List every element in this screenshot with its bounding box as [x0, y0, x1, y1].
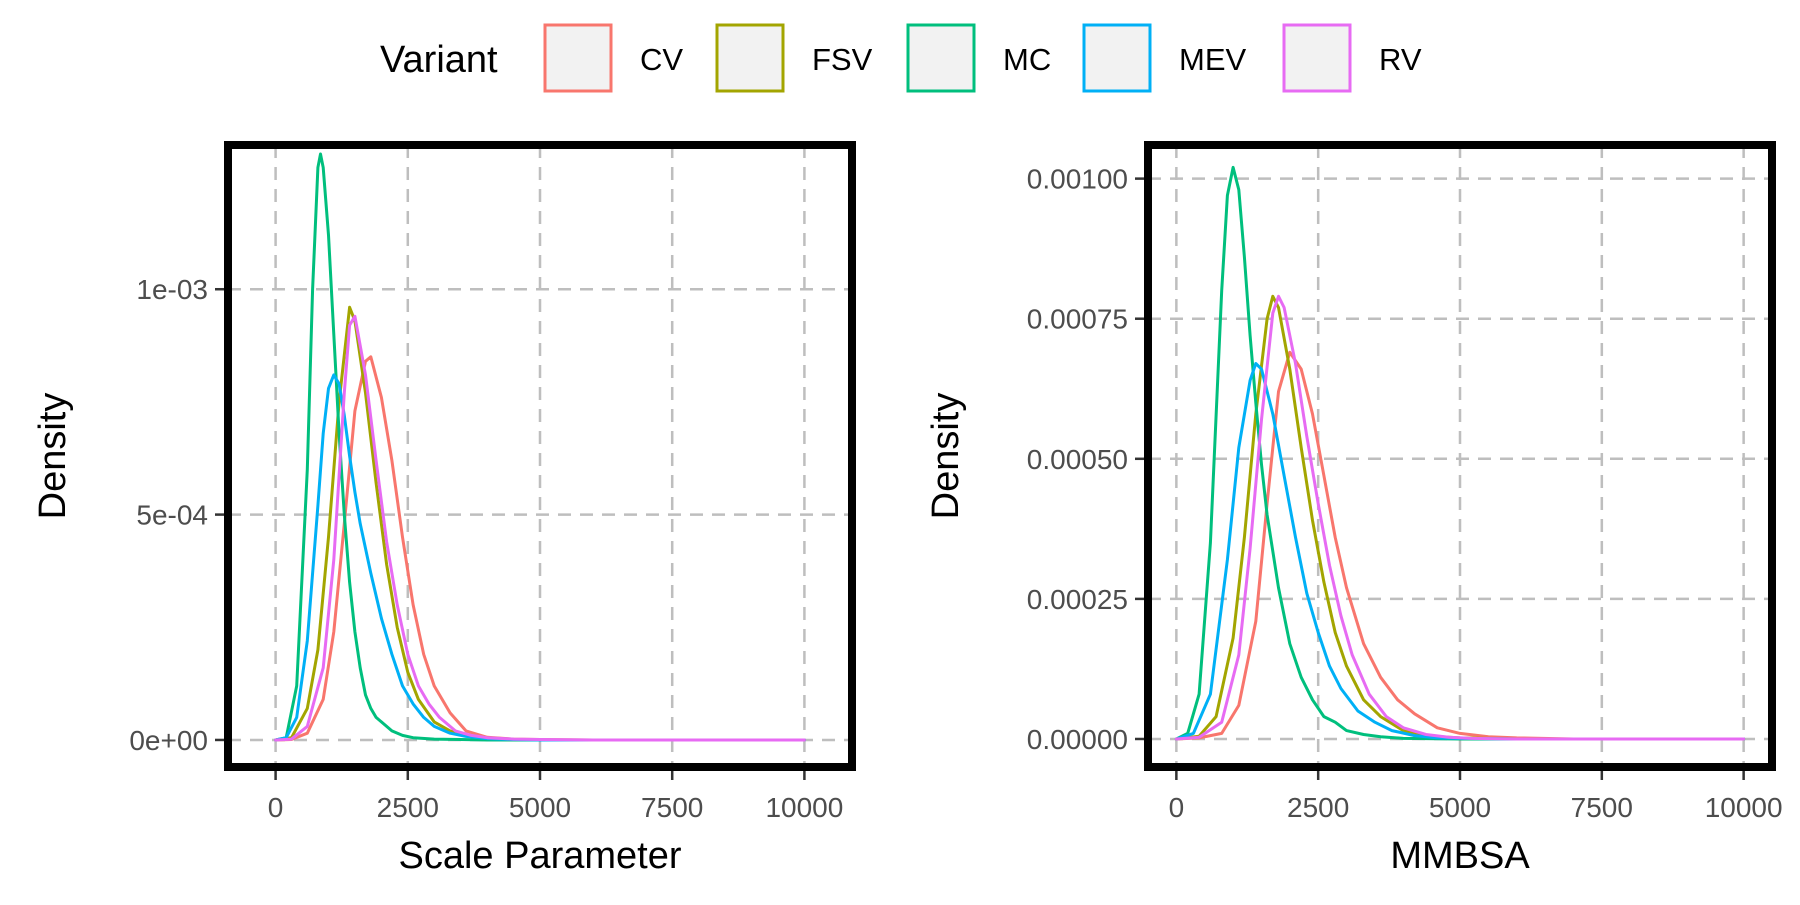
- right-x-tick-label-1: 2500: [1287, 792, 1349, 823]
- right-y-tick-label-2: 0.00050: [1027, 444, 1128, 475]
- legend-label-mev: MEV: [1179, 42, 1247, 77]
- right-x-tick-label-4: 10000: [1705, 792, 1783, 823]
- right-x-axis-label: MMBSA: [1390, 835, 1530, 877]
- left-x-tick-label-1: 2500: [377, 792, 439, 823]
- legend-label-rv: RV: [1379, 42, 1422, 77]
- right-y-tick-label-0: 0.00000: [1027, 724, 1128, 755]
- left-x-tick-label-4: 10000: [765, 792, 843, 823]
- left-y-axis: 0e+00 5e-04 1e-03: [129, 274, 224, 756]
- legend-items: CV FSV MC MEV RV: [543, 23, 1422, 93]
- right-y-tick-label-4: 0.00100: [1027, 164, 1128, 195]
- left-x-tick-label-3: 7500: [641, 792, 703, 823]
- right-line-mev: [1174, 362, 1746, 741]
- legend-item-cv: CV: [543, 23, 683, 93]
- left-x-axis-label: Scale Parameter: [398, 835, 681, 877]
- right-x-tick-label-2: 5000: [1429, 792, 1491, 823]
- right-density-panel: 0 2500 5000 7500 100000.000000.000250.000500…: [925, 141, 1783, 877]
- right-y-axis: 0.00000 0.00025 0.00050 0.00075 0.00100: [1027, 164, 1144, 755]
- legend-item-mc: MC: [906, 23, 1051, 93]
- left-panel-border: [224, 141, 856, 771]
- left-density-panel: 0 2500 5000 7500 10000 0e+00 5e-04 1e-03 Scale P…: [32, 141, 856, 877]
- left-density-lines: [274, 152, 806, 742]
- left-y-tick-label-2: 1e-03: [136, 274, 208, 305]
- legend-item-rv: RV: [1282, 23, 1422, 93]
- left-y-axis-label: Density: [32, 393, 74, 520]
- legend: Variant CV FSV MC MEV RV: [380, 23, 1422, 93]
- legend-label-mc: MC: [1003, 42, 1051, 77]
- right-density-lines: [1174, 165, 1746, 741]
- right-y-tick-label-3: 0.00075: [1027, 304, 1128, 335]
- left-x-tick-label-0: 0: [268, 792, 284, 823]
- right-x-tick-label-3: 7500: [1571, 792, 1633, 823]
- left-x-axis: 0 2500 5000 7500 10000: [268, 771, 843, 823]
- legend-label-cv: CV: [640, 42, 683, 77]
- right-y-axis-label: Density: [925, 393, 967, 520]
- legend-key-cv: [543, 23, 613, 93]
- legend-key-mev: [1082, 23, 1152, 93]
- legend-key-mc: [906, 23, 976, 93]
- left-x-tick-label-2: 5000: [509, 792, 571, 823]
- right-line-mc: [1174, 165, 1746, 741]
- right-x-axis: 0 2500 5000 7500 10000: [1169, 771, 1783, 823]
- legend-title: Variant: [380, 39, 498, 81]
- left-y-tick-label-1: 5e-04: [136, 500, 208, 531]
- right-gridlines: [1148, 145, 1772, 767]
- legend-item-mev: MEV: [1082, 23, 1247, 93]
- left-line-rv: [274, 314, 806, 742]
- legend-key-fsv: [715, 23, 785, 93]
- left-y-tick-label-0: 0e+00: [129, 725, 208, 756]
- right-panel-border: [1144, 141, 1776, 771]
- right-y-tick-label-1: 0.00025: [1027, 584, 1128, 615]
- legend-item-fsv: FSV: [715, 23, 873, 93]
- left-line-mc: [274, 152, 806, 742]
- right-line-rv: [1174, 294, 1746, 741]
- right-line-cv: [1174, 350, 1746, 741]
- legend-label-fsv: FSV: [812, 42, 873, 77]
- legend-key-rv: [1282, 23, 1352, 93]
- right-x-tick-label-0: 0: [1169, 792, 1185, 823]
